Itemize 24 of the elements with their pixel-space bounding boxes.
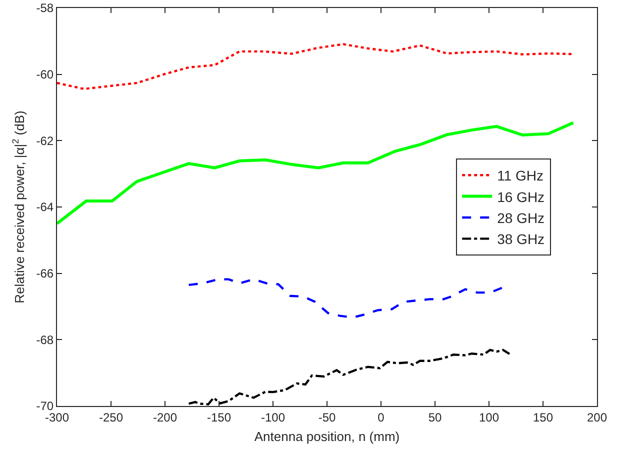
x-tick-label: 100 xyxy=(478,410,500,424)
y-tick-label: -60 xyxy=(36,68,54,82)
y-tick-label: -58 xyxy=(36,1,54,16)
x-tick-label: 0 xyxy=(378,410,385,424)
y-tick-label: -68 xyxy=(36,332,54,347)
x-tick-label: -100 xyxy=(260,410,286,424)
legend-label: 38 GHz xyxy=(497,231,545,248)
legend-label: 16 GHz xyxy=(497,188,545,205)
line-series xyxy=(57,121,575,226)
y-tick-label: -64 xyxy=(36,200,54,214)
x-tick-label: 200 xyxy=(586,410,608,424)
x-tick-label: 50 xyxy=(428,410,442,424)
x-tick-label: -200 xyxy=(152,410,178,424)
x-tick-label: -50 xyxy=(318,410,336,424)
legend-label: 11 GHz xyxy=(497,168,544,184)
line-series xyxy=(188,348,511,406)
x-axis-title: Antenna position, n (mm) xyxy=(254,429,400,444)
y-tick-label: -62 xyxy=(36,134,54,148)
line-series xyxy=(57,43,574,90)
x-tick-label: 150 xyxy=(532,410,554,424)
y-tick-label: -66 xyxy=(36,266,54,281)
x-tick-label: -150 xyxy=(206,410,232,424)
legend-label: 28 GHz xyxy=(497,210,545,226)
x-tick-label: -250 xyxy=(98,410,124,424)
